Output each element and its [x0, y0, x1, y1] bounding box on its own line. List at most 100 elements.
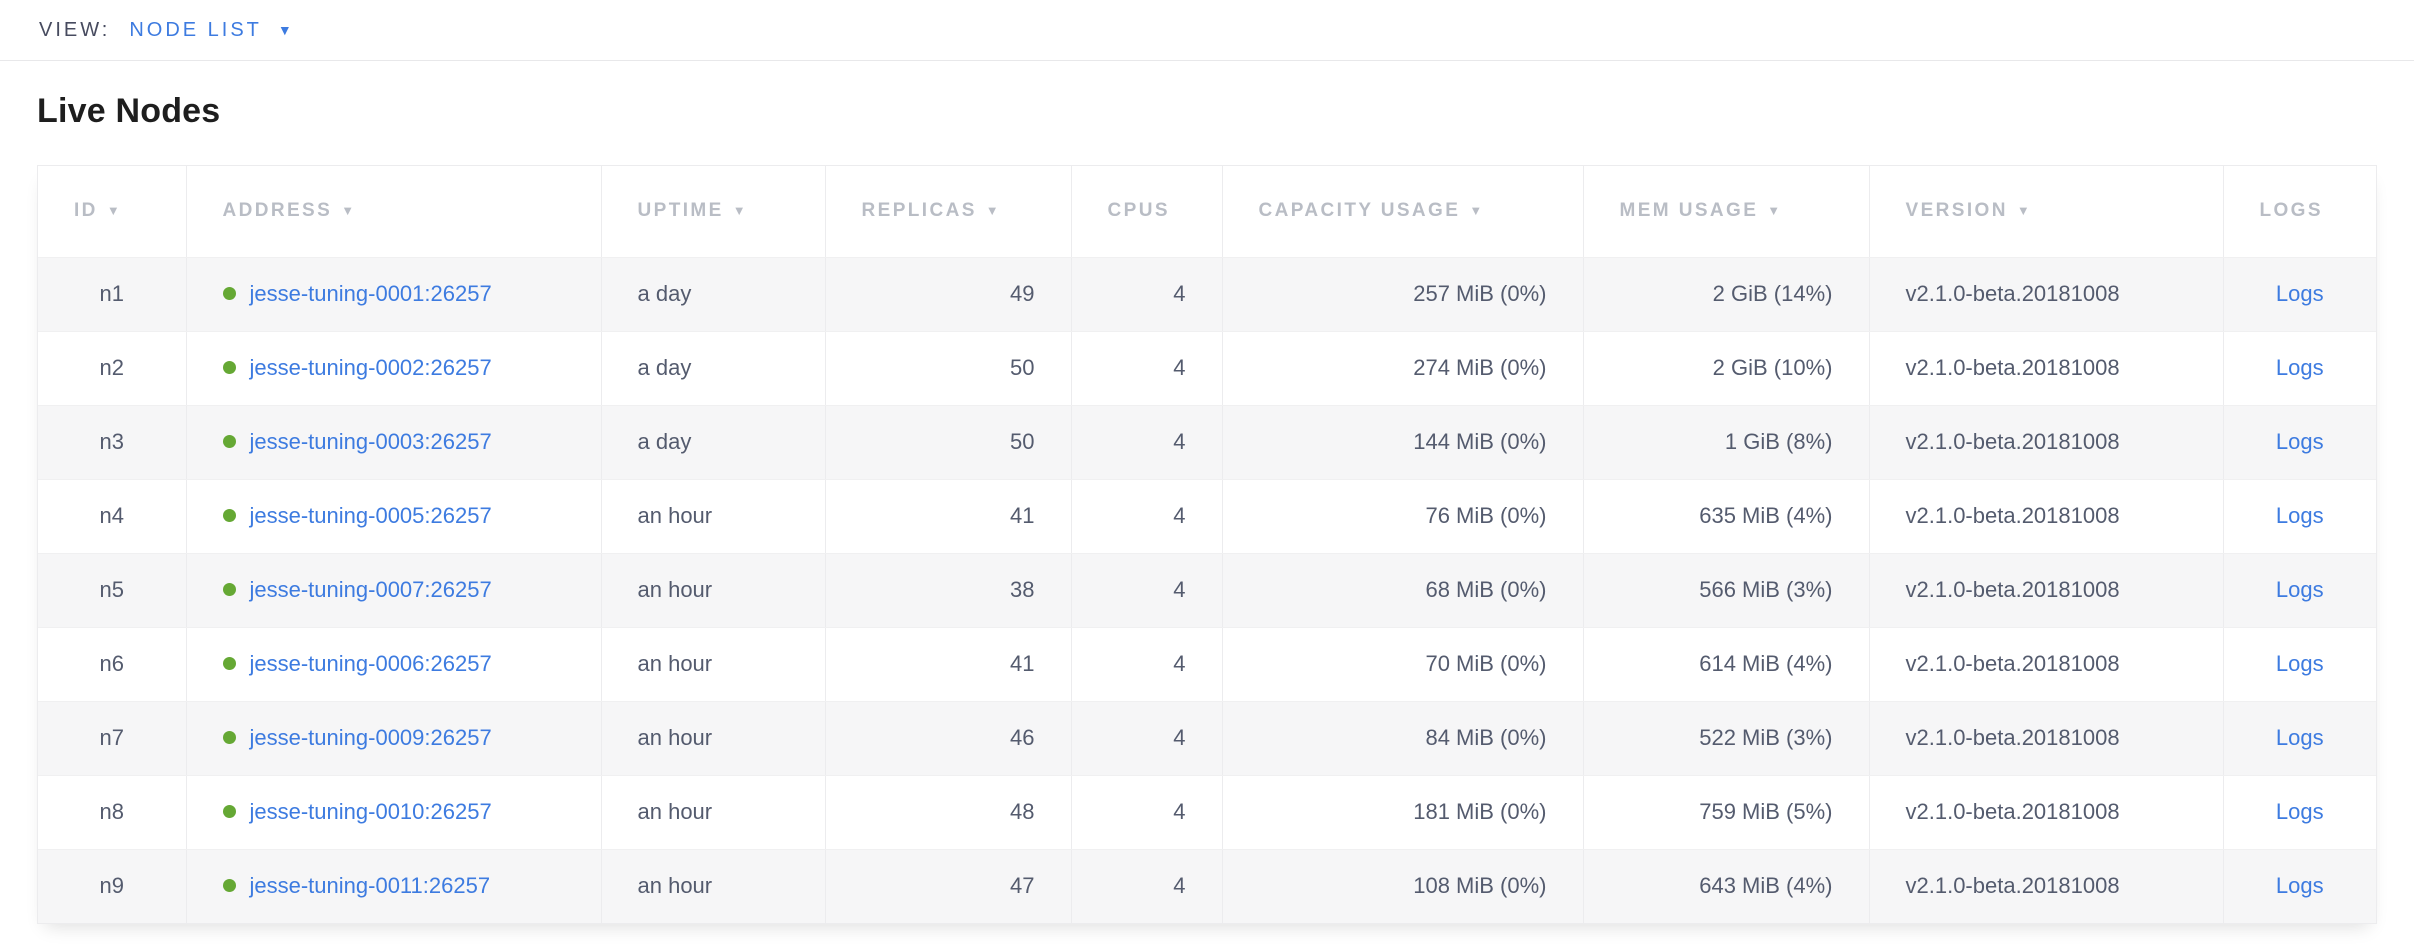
node-logs-link[interactable]: Logs: [2275, 651, 2324, 676]
node-id-cell: n8: [38, 775, 187, 850]
table-row: n7 jesse-tuning-0009:26257 an hour 46 4 …: [38, 701, 2376, 776]
node-address-link[interactable]: jesse-tuning-0003:26257: [249, 429, 492, 454]
node-replicas-cell: 49: [825, 257, 1072, 332]
node-id-cell: n2: [38, 331, 187, 406]
node-logs-cell: Logs: [2223, 849, 2376, 923]
table-row: n4 jesse-tuning-0005:26257 an hour 41 4 …: [38, 479, 2376, 554]
node-address-cell: jesse-tuning-0011:26257: [186, 849, 602, 923]
sort-desc-icon[interactable]: ▼: [106, 203, 123, 219]
column-header-id[interactable]: ID ▼: [38, 166, 187, 258]
node-mem-usage-cell: 643 MiB (4%): [1583, 849, 1870, 923]
node-version-cell: v2.1.0-beta.20181008: [1869, 627, 2224, 702]
sort-desc-icon[interactable]: ▼: [1469, 203, 1485, 219]
node-logs-cell: Logs: [2223, 553, 2376, 628]
node-mem-usage-cell: 759 MiB (5%): [1583, 775, 1870, 850]
node-address-link[interactable]: jesse-tuning-0009:26257: [249, 725, 492, 750]
node-logs-link[interactable]: Logs: [2275, 429, 2324, 454]
node-address-cell: jesse-tuning-0007:26257: [186, 553, 602, 628]
node-replicas-cell: 48: [825, 775, 1072, 850]
sort-desc-icon[interactable]: ▼: [732, 203, 748, 219]
node-address-link[interactable]: jesse-tuning-0001:26257: [249, 281, 492, 306]
node-logs-link[interactable]: Logs: [2275, 281, 2324, 306]
dropdown-caret-icon[interactable]: ▼: [277, 22, 292, 38]
node-logs-link[interactable]: Logs: [2275, 577, 2324, 602]
node-id-cell: n3: [38, 405, 187, 480]
node-version-cell: v2.1.0-beta.20181008: [1869, 479, 2224, 554]
node-capacity-usage-cell: 68 MiB (0%): [1222, 553, 1584, 628]
node-mem-usage-cell: 614 MiB (4%): [1583, 627, 1870, 702]
node-live-status-icon: [222, 361, 236, 374]
node-address-link[interactable]: jesse-tuning-0002:26257: [249, 355, 492, 380]
node-version-cell: v2.1.0-beta.20181008: [1869, 331, 2224, 406]
node-address-link[interactable]: jesse-tuning-0011:26257: [249, 873, 491, 899]
column-header-address[interactable]: ADDRESS ▼: [186, 166, 602, 258]
node-cpus-cell: 4: [1071, 553, 1223, 628]
node-logs-cell: Logs: [2223, 331, 2376, 406]
column-header-version[interactable]: VERSION ▼: [1869, 166, 2224, 258]
live-nodes-table: ID ▼ ADDRESS ▼ UPTIME ▼ REPLICAS ▼ CPUS CAPA…: [38, 166, 2376, 923]
node-version-cell: v2.1.0-beta.20181008: [1869, 257, 2224, 332]
node-live-status-icon: [222, 805, 236, 818]
node-mem-usage-cell: 2 GiB (10%): [1583, 331, 1870, 406]
table-row: n6 jesse-tuning-0006:26257 an hour 41 4 …: [38, 627, 2376, 702]
node-logs-link[interactable]: Logs: [2275, 503, 2324, 528]
node-uptime-cell: a day: [601, 257, 826, 332]
node-capacity-usage-cell: 70 MiB (0%): [1222, 627, 1584, 702]
node-uptime-cell: an hour: [601, 627, 826, 702]
page-content: Live Nodes ID ▼ ADDRESS ▼ UPTIME ▼ REPLICAS…: [0, 92, 2414, 924]
node-mem-usage-cell: 566 MiB (3%): [1583, 553, 1870, 628]
node-cpus-cell: 4: [1071, 479, 1223, 554]
view-dropdown-value[interactable]: NODE LIST: [129, 18, 262, 41]
column-header-replicas[interactable]: REPLICAS ▼: [825, 166, 1072, 258]
node-address-cell: jesse-tuning-0002:26257: [186, 331, 602, 406]
node-logs-link[interactable]: Logs: [2275, 873, 2324, 899]
node-logs-cell: Logs: [2223, 405, 2376, 480]
sort-desc-icon[interactable]: ▼: [985, 203, 1002, 219]
node-capacity-usage-cell: 181 MiB (0%): [1222, 775, 1584, 850]
view-dropdown[interactable]: NODE LIST ▼: [129, 19, 291, 42]
live-nodes-table-card: ID ▼ ADDRESS ▼ UPTIME ▼ REPLICAS ▼ CPUS CAPA…: [37, 165, 2377, 924]
view-selector-bar: VIEW: NODE LIST ▼: [0, 0, 2414, 61]
node-mem-usage-cell: 2 GiB (14%): [1583, 257, 1870, 332]
column-header-uptime[interactable]: UPTIME ▼: [601, 166, 826, 258]
sort-desc-icon[interactable]: ▼: [341, 203, 357, 219]
node-capacity-usage-cell: 76 MiB (0%): [1222, 479, 1584, 554]
node-replicas-cell: 47: [825, 849, 1072, 923]
node-address-cell: jesse-tuning-0001:26257: [186, 257, 602, 332]
node-logs-cell: Logs: [2223, 775, 2376, 850]
node-logs-cell: Logs: [2223, 627, 2376, 702]
node-address-link[interactable]: jesse-tuning-0005:26257: [249, 503, 492, 528]
node-live-status-icon: [222, 287, 236, 300]
column-header-mem-usage[interactable]: MEM USAGE ▼: [1583, 166, 1870, 258]
node-live-status-icon: [222, 879, 236, 893]
node-cpus-cell: 4: [1071, 405, 1223, 480]
node-uptime-cell: a day: [601, 331, 826, 406]
node-logs-link[interactable]: Logs: [2275, 725, 2324, 750]
node-logs-link[interactable]: Logs: [2275, 355, 2324, 380]
node-address-cell: jesse-tuning-0003:26257: [186, 405, 602, 480]
node-cpus-cell: 4: [1071, 775, 1223, 850]
node-id-cell: n6: [38, 627, 187, 702]
sort-desc-icon[interactable]: ▼: [1767, 203, 1783, 219]
node-cpus-cell: 4: [1071, 331, 1223, 406]
column-header-logs: LOGS: [2223, 166, 2376, 258]
node-capacity-usage-cell: 144 MiB (0%): [1222, 405, 1584, 480]
sort-desc-icon[interactable]: ▼: [2016, 203, 2033, 219]
column-header-capacity-usage[interactable]: CAPACITY USAGE ▼: [1222, 166, 1584, 258]
node-logs-cell: Logs: [2223, 257, 2376, 332]
node-live-status-icon: [222, 657, 236, 670]
node-logs-cell: Logs: [2223, 701, 2376, 776]
page-title: Live Nodes: [37, 92, 221, 130]
node-address-link[interactable]: jesse-tuning-0007:26257: [249, 577, 492, 602]
node-uptime-cell: a day: [601, 405, 826, 480]
node-replicas-cell: 41: [825, 627, 1072, 702]
node-address-link[interactable]: jesse-tuning-0010:26257: [249, 799, 492, 824]
node-logs-link[interactable]: Logs: [2275, 799, 2324, 824]
node-capacity-usage-cell: 108 MiB (0%): [1222, 849, 1584, 923]
node-id-cell: n5: [38, 553, 187, 628]
node-address-link[interactable]: jesse-tuning-0006:26257: [249, 651, 492, 676]
node-version-cell: v2.1.0-beta.20181008: [1869, 405, 2224, 480]
table-row: n3 jesse-tuning-0003:26257 a day 50 4 14…: [38, 405, 2376, 480]
node-capacity-usage-cell: 274 MiB (0%): [1222, 331, 1584, 406]
node-version-cell: v2.1.0-beta.20181008: [1869, 849, 2224, 923]
